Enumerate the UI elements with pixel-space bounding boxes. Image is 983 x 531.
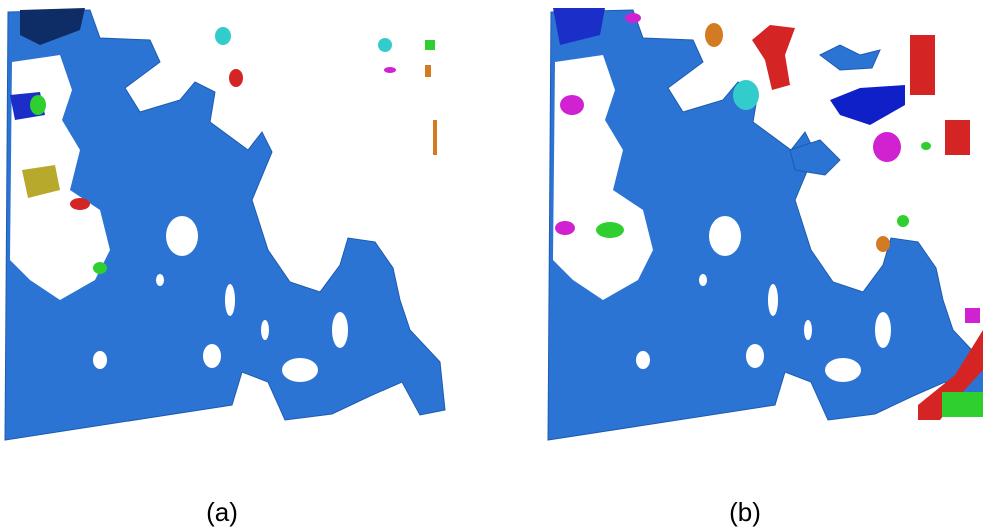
green-region xyxy=(596,222,624,238)
red-region xyxy=(752,25,795,90)
magenta-region xyxy=(560,95,584,115)
green-region xyxy=(425,40,435,50)
magenta-region xyxy=(873,132,901,162)
magenta-region xyxy=(555,221,575,235)
navy-region xyxy=(830,85,905,125)
orange-region xyxy=(876,236,890,252)
orange-region xyxy=(705,23,723,47)
yellow-region xyxy=(22,165,60,198)
green-region xyxy=(30,95,46,115)
red-region xyxy=(910,35,935,95)
caption: (b) xyxy=(729,497,761,527)
dark-region xyxy=(20,8,85,45)
green-region xyxy=(93,262,107,274)
red-region xyxy=(229,69,243,87)
render xyxy=(4,9,446,441)
cyan-region xyxy=(733,80,759,110)
red-region xyxy=(945,120,970,155)
green-region xyxy=(942,392,983,417)
orange-region xyxy=(433,120,437,155)
cyan-region xyxy=(215,27,231,45)
panel-b: (b) xyxy=(547,8,983,527)
orange-region xyxy=(425,65,431,77)
magenta-region xyxy=(625,13,641,23)
magenta-region xyxy=(384,67,396,73)
green-region xyxy=(921,142,931,150)
magenta-region xyxy=(965,308,980,323)
blue-region xyxy=(819,44,881,71)
panel-a: (a) xyxy=(4,8,446,527)
green-region xyxy=(897,215,909,227)
navy-region xyxy=(553,8,605,45)
cyan-region xyxy=(378,38,392,52)
caption: (a) xyxy=(206,497,238,527)
red-region xyxy=(918,330,983,420)
blue-region xyxy=(789,139,841,176)
red-region xyxy=(70,198,90,210)
